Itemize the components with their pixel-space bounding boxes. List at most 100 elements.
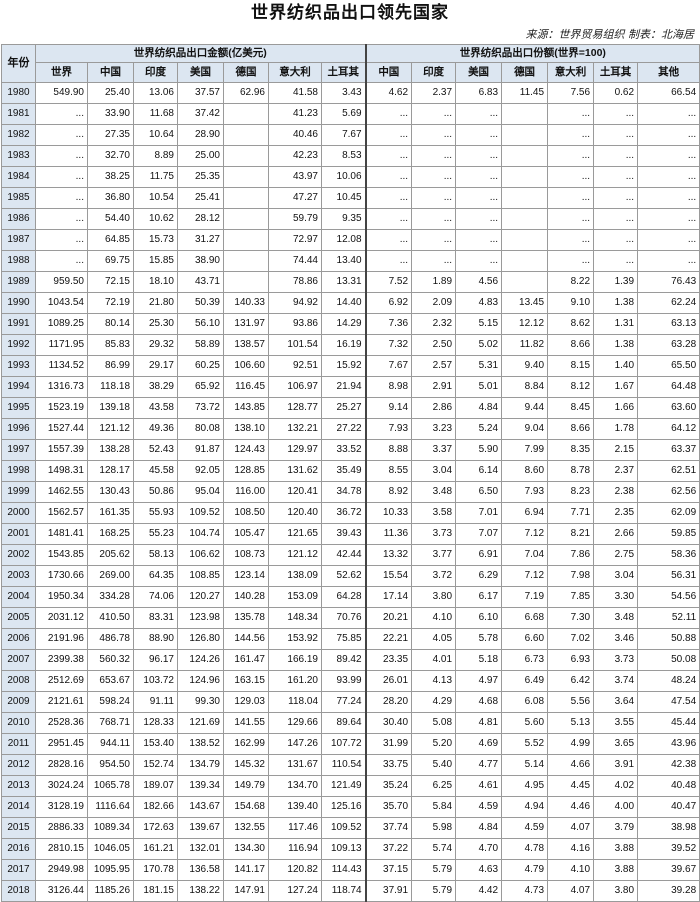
amount-cell: 33.90 bbox=[87, 103, 134, 125]
share-cell: ... bbox=[455, 103, 503, 125]
amount-cell: 72.97 bbox=[268, 229, 322, 251]
share-cell: 7.32 bbox=[364, 334, 413, 356]
year-cell: 1984 bbox=[1, 166, 36, 188]
amount-cell: 1462.55 bbox=[35, 481, 88, 503]
share-cell: 2.35 bbox=[593, 502, 639, 524]
share-cell bbox=[501, 145, 549, 167]
amount-cell: ... bbox=[35, 250, 88, 272]
amount-cell: 21.80 bbox=[133, 292, 178, 314]
share-cell: 6.49 bbox=[501, 670, 549, 692]
share-cell: ... bbox=[637, 145, 700, 167]
share-cell: 7.04 bbox=[501, 544, 549, 566]
amount-cell: 32.70 bbox=[87, 145, 134, 167]
amount-cell: 2949.98 bbox=[35, 859, 88, 881]
amount-cell: 13.40 bbox=[320, 250, 367, 272]
amount-cell: 38.25 bbox=[87, 166, 134, 188]
amount-cell: 106.97 bbox=[268, 376, 322, 398]
year-cell: 2007 bbox=[1, 649, 36, 671]
share-cell: 2.50 bbox=[411, 334, 457, 356]
amount-cell: 85.83 bbox=[87, 334, 134, 356]
share-cell: ... bbox=[411, 229, 457, 251]
amount-cell: 147.26 bbox=[268, 733, 322, 755]
amount-cell: 59.79 bbox=[268, 208, 322, 230]
share-cell: 20.21 bbox=[364, 607, 413, 629]
amount-cell: 560.32 bbox=[87, 649, 134, 671]
year-cell: 2010 bbox=[1, 712, 36, 734]
amount-cell: 1557.39 bbox=[35, 439, 88, 461]
amount-cell: ... bbox=[35, 166, 88, 188]
amount-cell: 35.49 bbox=[320, 460, 367, 482]
share-cell: ... bbox=[637, 187, 700, 209]
amount-cell bbox=[223, 124, 269, 146]
amount-cell: 2512.69 bbox=[35, 670, 88, 692]
amount-cell: 124.96 bbox=[177, 670, 224, 692]
share-cell: 6.68 bbox=[501, 607, 549, 629]
amount-cell: 120.41 bbox=[268, 481, 322, 503]
amount-cell: 106.62 bbox=[177, 544, 224, 566]
amount-cell: 334.28 bbox=[87, 586, 134, 608]
share-cell: 3.37 bbox=[411, 439, 457, 461]
amount-cell: 25.27 bbox=[320, 397, 367, 419]
amount-cell: 110.54 bbox=[320, 754, 367, 776]
amount-cell: 132.01 bbox=[177, 838, 224, 860]
amount-cell: 1089.25 bbox=[35, 313, 88, 335]
amount-cell: 93.86 bbox=[268, 313, 322, 335]
share-cell: 8.92 bbox=[364, 481, 413, 503]
share-cell: 4.59 bbox=[501, 817, 549, 839]
amount-cell: 58.13 bbox=[133, 544, 178, 566]
amount-cell: 49.36 bbox=[133, 418, 178, 440]
share-cell: 8.66 bbox=[547, 418, 595, 440]
table-row: 1998 1498.31 128.17 45.58 92.05 128.85 131.62 3… bbox=[1, 460, 700, 482]
amount-cell: 1523.19 bbox=[35, 397, 88, 419]
amount-cell: 108.73 bbox=[223, 544, 269, 566]
share-cell: ... bbox=[411, 166, 457, 188]
amount-cell: 149.79 bbox=[223, 775, 269, 797]
amount-cell: 62.96 bbox=[223, 82, 269, 104]
share-cell: 12.12 bbox=[501, 313, 549, 335]
share-cell: 4.16 bbox=[547, 838, 595, 860]
share-cell: 3.04 bbox=[411, 460, 457, 482]
share-cell: 76.43 bbox=[637, 271, 700, 293]
amount-cell: 959.50 bbox=[35, 271, 88, 293]
share-cell: 11.45 bbox=[501, 82, 549, 104]
share-cell: 7.85 bbox=[547, 586, 595, 608]
amount-cell bbox=[223, 250, 269, 272]
amount-cell: 88.90 bbox=[133, 628, 178, 650]
amount-cell: 168.25 bbox=[87, 523, 134, 545]
amount-cell: 205.62 bbox=[87, 544, 134, 566]
share-cell: 10.33 bbox=[364, 502, 413, 524]
share-cell: ... bbox=[411, 208, 457, 230]
amount-cell: 161.47 bbox=[223, 649, 269, 671]
share-cell: 64.48 bbox=[637, 376, 700, 398]
amount-cell: 91.11 bbox=[133, 691, 178, 713]
share-cell: 7.93 bbox=[501, 481, 549, 503]
share-cell: 8.66 bbox=[547, 334, 595, 356]
amount-cell: 10.62 bbox=[133, 208, 178, 230]
amount-cell: 56.10 bbox=[177, 313, 224, 335]
share-cell: 3.88 bbox=[593, 838, 639, 860]
amount-cell: 95.04 bbox=[177, 481, 224, 503]
table-row: 1989 959.50 72.15 18.10 43.71 78.86 13.31 7.52 1… bbox=[1, 271, 700, 293]
amount-cell: 105.47 bbox=[223, 523, 269, 545]
amount-cell: 139.34 bbox=[177, 775, 224, 797]
amount-cell: ... bbox=[35, 229, 88, 251]
share-cell: 8.21 bbox=[547, 523, 595, 545]
amount-cell: 64.35 bbox=[133, 565, 178, 587]
share-cell: 50.08 bbox=[637, 649, 700, 671]
share-cell: 13.32 bbox=[364, 544, 413, 566]
amount-cell: 486.78 bbox=[87, 628, 134, 650]
share-cell: 5.60 bbox=[501, 712, 549, 734]
share-cell: 7.19 bbox=[501, 586, 549, 608]
share-cell: 8.15 bbox=[547, 355, 595, 377]
share-cell: 3.64 bbox=[593, 691, 639, 713]
amount-cell: 72.19 bbox=[87, 292, 134, 314]
amount-cell: 65.92 bbox=[177, 376, 224, 398]
share-cell: ... bbox=[593, 166, 639, 188]
amount-cell: 153.92 bbox=[268, 628, 322, 650]
share-cell: ... bbox=[364, 124, 413, 146]
year-cell: 2018 bbox=[1, 880, 36, 902]
share-cell: 3.91 bbox=[593, 754, 639, 776]
amount-cell: 128.85 bbox=[223, 460, 269, 482]
amount-cell: 1043.54 bbox=[35, 292, 88, 314]
share-cell: 37.91 bbox=[364, 880, 413, 902]
